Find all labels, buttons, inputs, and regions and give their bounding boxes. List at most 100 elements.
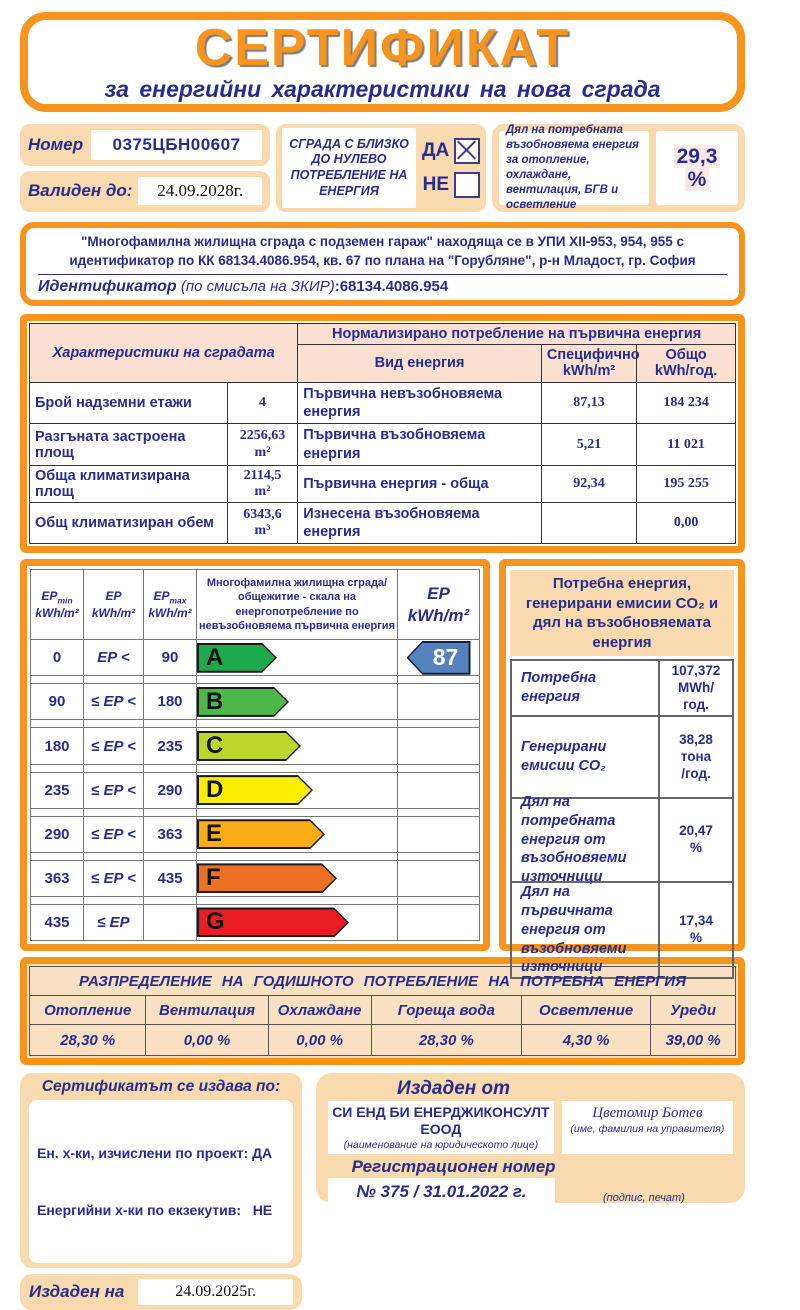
scale-row-e: 290 ≤ EP < 363 E [30,815,480,853]
total-value: 0,00 [636,501,736,545]
class-f-arrow: F [197,863,337,893]
number-valid-column: Номер 0375ЦБН00607 Валиден до: 24.09.202… [20,124,270,212]
specific-value: 5,21 [540,423,638,466]
demand-value: 20,47 % [659,798,733,883]
total-value: 184 234 [636,382,736,425]
registration-row: № 375 / 31.01.2022 г. (подпис, печат) [328,1177,733,1209]
demand-panel-title: Потребна енергия, генерирани емисии CO₂ … [510,570,734,657]
distribution-title: РАЗПРЕДЕЛЕНИЕ НА ГОДИШНОТО ПОТРЕБЛЕНИЕ Н… [29,966,736,997]
nzeb-box: СГРАДА С БЛИЗКО ДО НУЛЕВО ПОТРЕБЛЕНИЕ НА… [276,124,486,212]
certificate-subtitle: за енергийни характеристики на нова сгра… [104,75,661,102]
characteristics-block: Характеристики на сградата Нормализирано… [20,313,745,554]
company-name: СИ ЕНД БИ ЕНЕРДЖИКОНСУЛТ ЕООД [332,1104,550,1137]
scale-row-f: 363 ≤ EP < 435 F [30,859,480,897]
energy-type-header: Вид енергия [297,343,542,384]
number-box: Номер 0375ЦБН00607 [20,124,270,166]
scale-row-d: 235 ≤ EP < 290 D [30,771,480,809]
scale-description-header: Многофамилна жилищна сграда/общежитие - … [196,569,398,641]
table-row: Разгъната застроена площ 2256,63 m² Първи… [29,423,736,466]
identifier-value: :68134.4086.954 [334,277,449,295]
nzeb-no-label: НЕ [422,174,449,195]
specific-value [540,501,638,545]
registration-number-field: № 375 / 31.01.2022 г. [328,1177,555,1206]
certificate-title: СЕРТИФИКАТ [194,18,571,77]
issued-on-label: Издаден на [29,1282,125,1302]
divider [38,273,727,275]
issuer-boxes: СИ ЕНД БИ ЕНЕРДЖИКОНСУЛТ ЕООД (наименова… [328,1101,733,1154]
specific-header: Специфично kWh/m² [540,343,640,384]
manager-name: Цветомир Ботев [592,1105,703,1122]
nzeb-no-checkbox-icon [454,172,480,198]
res-share-value: 29,3 % [656,131,738,205]
demand-value: 17,34 % [659,882,733,979]
distribution-table: РАЗПРЕДЕЛЕНИЕ НА ГОДИШНОТО ПОТРЕБЛЕНИЕ Н… [28,966,736,1057]
footer-left-column: Сертификатът се издава по: Ен. х-ки, изч… [20,1073,302,1310]
energy-type: Първична възобновяема енергия [297,423,542,466]
demand-table: Потребна енергия 107,372 MWh/ год. Генер… [510,659,734,980]
header-row: Номер 0375ЦБН00607 Валиден до: 24.09.202… [20,124,745,212]
class-c-arrow: C [197,731,301,761]
class-e-arrow: E [197,819,325,849]
building-description: "Многофамилна жилищна сграда с подземен … [69,234,696,268]
total-value: 195 255 [636,464,736,503]
energy-type: Изнесена възобновяема енергия [297,501,542,545]
valid-until-field: 24.09.2028г. [138,177,262,206]
char-label: Брой надземни етажи [29,382,228,425]
specific-value: 92,34 [540,464,638,503]
nzeb-yes-checkbox-checked-icon [454,138,480,164]
valid-until-label: Валиден до: [28,181,133,201]
distribution-header-row: Отопление Вентилация Охлаждане Гореща во… [28,995,736,1026]
ep-max-header: EPmax kWh/m² [143,569,197,641]
identifier-line: Идентификатор (по смисъла на ЗКИР):68134… [38,278,727,296]
certificate-page: СЕРТИФИКАТ за енергийни характеристики н… [0,0,800,1129]
demand-label: Генерирани емисии CO₂ [511,716,659,799]
res-share-number: 29,3 [673,144,721,168]
ep-header: EP kWh/m² [83,569,144,641]
nzeb-yes-label: ДА [422,140,450,161]
basis-line-asbuilt: Енергийни х-ки по екзекутив: НЕ [37,1201,273,1218]
energy-scale-block: EPmin kWh/m² EP kWh/m² EPmax kWh/m² Многофа… [20,559,490,952]
normalized-consumption-header: Нормализирано потребление на първична ен… [297,322,736,345]
class-g-arrow: G [197,907,349,937]
characteristics-table: Характеристики на сградата Нормализирано… [28,322,736,545]
scale-row-g: 435 ≤ EP G [30,903,480,942]
char-value: 2256,63 m² [226,423,299,466]
res-share-box: Дял на потребната възобновяема енергия з… [492,124,745,212]
valid-until-box: Валиден до: 24.09.2028г. [20,170,270,212]
registration-label: Регистрационен номер [351,1156,556,1176]
ep-value-header: EP kWh/m² [397,569,480,641]
manager-note: (име, фамилия на управителя) [570,1123,725,1136]
specific-value: 87,13 [540,382,638,425]
class-a-arrow: A [197,643,277,673]
building-block: "Многофамилна жилищна сграда с подземен … [20,222,745,306]
ep-value-arrow: 87 [406,640,471,675]
table-row: Общ климатизиран обем 6343,6 m³ Изнесена … [29,501,736,545]
issued-by-title: Издаден от [397,1078,511,1100]
demand-label: Дял на първичната енергия от възобновяем… [511,882,659,979]
scale-row-b: 90 ≤ EP < 180 B [30,683,480,721]
char-label: Разгъната застроена площ [29,423,228,466]
characteristics-header: Характеристики на сградата [28,322,299,384]
class-d-arrow: D [197,775,313,805]
table-row: Обща климатизирана площ 2114,5 m² Първичн… [29,464,736,503]
scale-row-c: 180 ≤ EP < 235 C [30,727,480,765]
energy-type: Първична енергия - обща [297,464,542,503]
class-b-arrow: B [197,687,289,717]
table-row: Брой надземни етажи 4 Първична невъзобно… [29,382,736,425]
issued-on-box: Издаден на 24.09.2025г. [20,1274,302,1310]
energy-scale-table: EPmin kWh/m² EP kWh/m² EPmax kWh/m² Многофа… [30,569,480,942]
company-box: СИ ЕНД БИ ЕНЕРДЖИКОНСУЛТ ЕООД (наименова… [328,1101,554,1154]
nzeb-no-row: НЕ [422,172,480,198]
identifier-label: Идентификатор [38,277,177,295]
number-value-field: 0375ЦБН00607 [91,129,262,160]
res-share-unit: % [684,168,710,192]
number-label: Номер [28,134,84,154]
basis-values: Ен. х-ки, изчислени по проект: ДА Енерги… [29,1100,293,1264]
total-value: 11 021 [636,423,736,466]
manager-box: Цветомир Ботев (име, фамилия на управите… [561,1101,733,1154]
nzeb-yes-row: ДА [422,138,480,164]
title-block: СЕРТИФИКАТ за енергийни характеристики н… [20,12,745,112]
footer: Сертификатът се издава по: Ен. х-ки, изч… [20,1073,745,1310]
distribution-block: РАЗПРЕДЕЛЕНИЕ НА ГОДИШНОТО ПОТРЕБЛЕНИЕ Н… [20,957,745,1066]
company-note: (наименование на юридическото лице) [343,1138,539,1151]
